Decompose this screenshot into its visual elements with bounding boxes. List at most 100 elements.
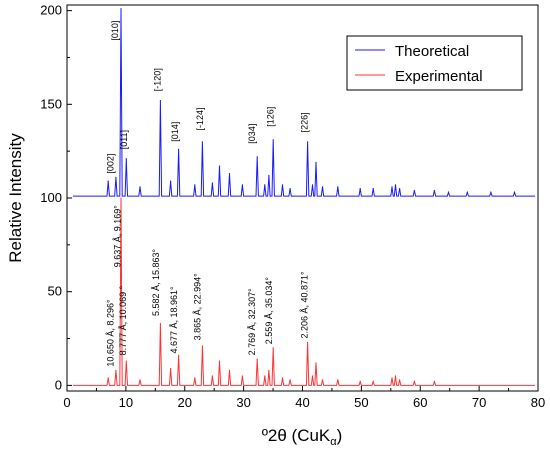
peak-point-theoretical-29 <box>399 188 401 190</box>
x-tick-label-4: 40 <box>295 395 309 410</box>
peak-point-experimental-27 <box>391 377 393 379</box>
series-layer <box>72 8 536 386</box>
peak-point-experimental-26 <box>372 381 374 383</box>
series-experimental-trace <box>72 197 536 386</box>
peak-point-experimental-7 <box>178 354 180 356</box>
peak-label-layer: [002] [010] [011] [-120] [014] [-124] [034] [12… <box>105 21 309 367</box>
peak-point-experimental-23 <box>321 379 324 381</box>
peak-point-theoretical-0 <box>107 180 109 182</box>
peak-point-theoretical-18 <box>281 184 284 186</box>
miller-index-label-8: [226] <box>300 112 310 132</box>
peak-point-theoretical-17 <box>272 139 274 141</box>
peak-point-theoretical-14 <box>256 156 258 158</box>
peak-point-experimental-30 <box>413 381 415 383</box>
y-tick-label-4: 200 <box>40 3 62 18</box>
peak-point-experimental-21 <box>311 375 314 377</box>
y-tick-label-0: 0 <box>55 377 62 392</box>
peak-annotation-label-4: 4.677 Å, 18.961° <box>169 286 179 354</box>
peak-point-experimental-18 <box>281 377 284 379</box>
peak-point-experimental-10 <box>211 375 213 377</box>
peak-annotation-label-7: 2.559 Å, 35.034° <box>264 277 274 345</box>
peak-point-theoretical-6 <box>170 180 172 182</box>
peak-point-experimental-13 <box>241 375 243 377</box>
peak-point-theoretical-11 <box>218 165 221 167</box>
peak-point-experimental-11 <box>218 360 221 362</box>
peak-point-experimental-1 <box>115 369 117 371</box>
peak-point-theoretical-23 <box>321 186 324 188</box>
peak-point-theoretical-30 <box>413 189 415 192</box>
peak-point-theoretical-2 <box>120 8 122 10</box>
peak-point-experimental-2 <box>120 197 122 199</box>
legend-label-theoretical: Theoretical <box>395 43 469 60</box>
peak-point-theoretical-5 <box>159 100 161 102</box>
miller-index-label-0: [002] <box>105 154 115 174</box>
x-tick-label-8: 80 <box>531 395 545 410</box>
peak-point-theoretical-20 <box>307 141 309 143</box>
peak-point-experimental-28 <box>394 375 397 377</box>
peak-point-theoretical-10 <box>211 182 213 184</box>
x-axis-title-close: ) <box>337 426 343 445</box>
peak-point-experimental-4 <box>139 379 141 381</box>
peak-point-experimental-19 <box>289 379 291 381</box>
miller-index-label-7: [126] <box>265 107 275 127</box>
peak-point-experimental-9 <box>201 345 203 347</box>
peak-annotation-label-0: 10.650 Å, 8.296° <box>105 299 115 367</box>
x-axis-title: º2θ (CuKα) <box>262 426 343 448</box>
peak-point-theoretical-35 <box>513 191 516 193</box>
peak-point-experimental-15 <box>264 375 266 377</box>
peak-point-theoretical-21 <box>311 184 314 186</box>
peak-point-theoretical-9 <box>201 141 203 143</box>
peak-point-experimental-24 <box>337 379 339 381</box>
miller-index-label-6: [034] <box>247 124 257 144</box>
peak-annotation-label-6: 2.769 Å, 32.307° <box>247 288 257 356</box>
peak-point-theoretical-31 <box>433 189 435 192</box>
peak-annotation-label-1: 9.637 Å, 9.169° <box>112 205 122 268</box>
x-axis-title-main: º2θ (CuK <box>262 426 331 445</box>
x-tick-label-6: 60 <box>413 395 427 410</box>
peak-point-theoretical-24 <box>337 186 339 188</box>
peak-point-theoretical-13 <box>241 184 243 186</box>
peak-point-theoretical-19 <box>289 188 291 190</box>
peak-point-theoretical-26 <box>372 188 374 190</box>
x-tick-label-3: 30 <box>236 395 250 410</box>
y-tick-label-2: 100 <box>40 190 62 205</box>
peak-point-experimental-20 <box>307 341 309 343</box>
peak-point-theoretical-3 <box>125 158 127 160</box>
peak-point-experimental-17 <box>272 347 274 349</box>
miller-index-label-4: [014] <box>170 122 180 142</box>
peak-point-experimental-14 <box>256 358 258 360</box>
peak-point-theoretical-7 <box>178 148 180 150</box>
miller-index-label-5: [-124] <box>195 107 205 130</box>
peak-point-theoretical-32 <box>447 191 450 193</box>
miller-index-label-1: [010] <box>110 21 120 41</box>
peak-point-experimental-31 <box>433 381 435 383</box>
tick-layer: 0 10 20 30 40 50 60 70 80 0 50 100 150 200 <box>40 3 545 410</box>
peak-point-experimental-12 <box>228 369 231 371</box>
peak-point-experimental-29 <box>399 379 401 381</box>
x-axis-title-subscript: α <box>330 436 337 448</box>
peak-annotation-label-8: 2.206 Å, 40.871° <box>300 271 310 339</box>
peak-point-experimental-8 <box>194 377 196 379</box>
y-tick-label-3: 150 <box>40 96 62 111</box>
peak-point-experimental-16 <box>268 369 270 371</box>
x-tick-label-0: 0 <box>63 395 70 410</box>
legend-box <box>346 35 523 91</box>
peak-point-theoretical-34 <box>490 191 492 193</box>
peak-point-theoretical-1 <box>115 176 117 178</box>
series-theoretical-trace <box>72 8 536 197</box>
miller-index-label-2: [011] <box>119 130 129 149</box>
peak-point-theoretical-4 <box>139 186 141 188</box>
legend: Theoretical Experimental <box>346 35 523 91</box>
peak-point-experimental-25 <box>359 381 361 383</box>
peak-point-theoretical-25 <box>359 188 361 190</box>
peak-point-theoretical-22 <box>315 161 317 163</box>
x-tick-label-2: 20 <box>178 395 192 410</box>
peak-annotation-label-5: 3.865 Å, 22.994° <box>192 273 202 341</box>
peak-point-theoretical-12 <box>228 173 231 175</box>
peak-point-experimental-0 <box>107 377 109 379</box>
peak-point-theoretical-8 <box>194 184 196 186</box>
peak-point-theoretical-28 <box>394 184 397 186</box>
peak-point-experimental-5 <box>159 322 161 325</box>
peak-point-theoretical-15 <box>264 184 266 186</box>
